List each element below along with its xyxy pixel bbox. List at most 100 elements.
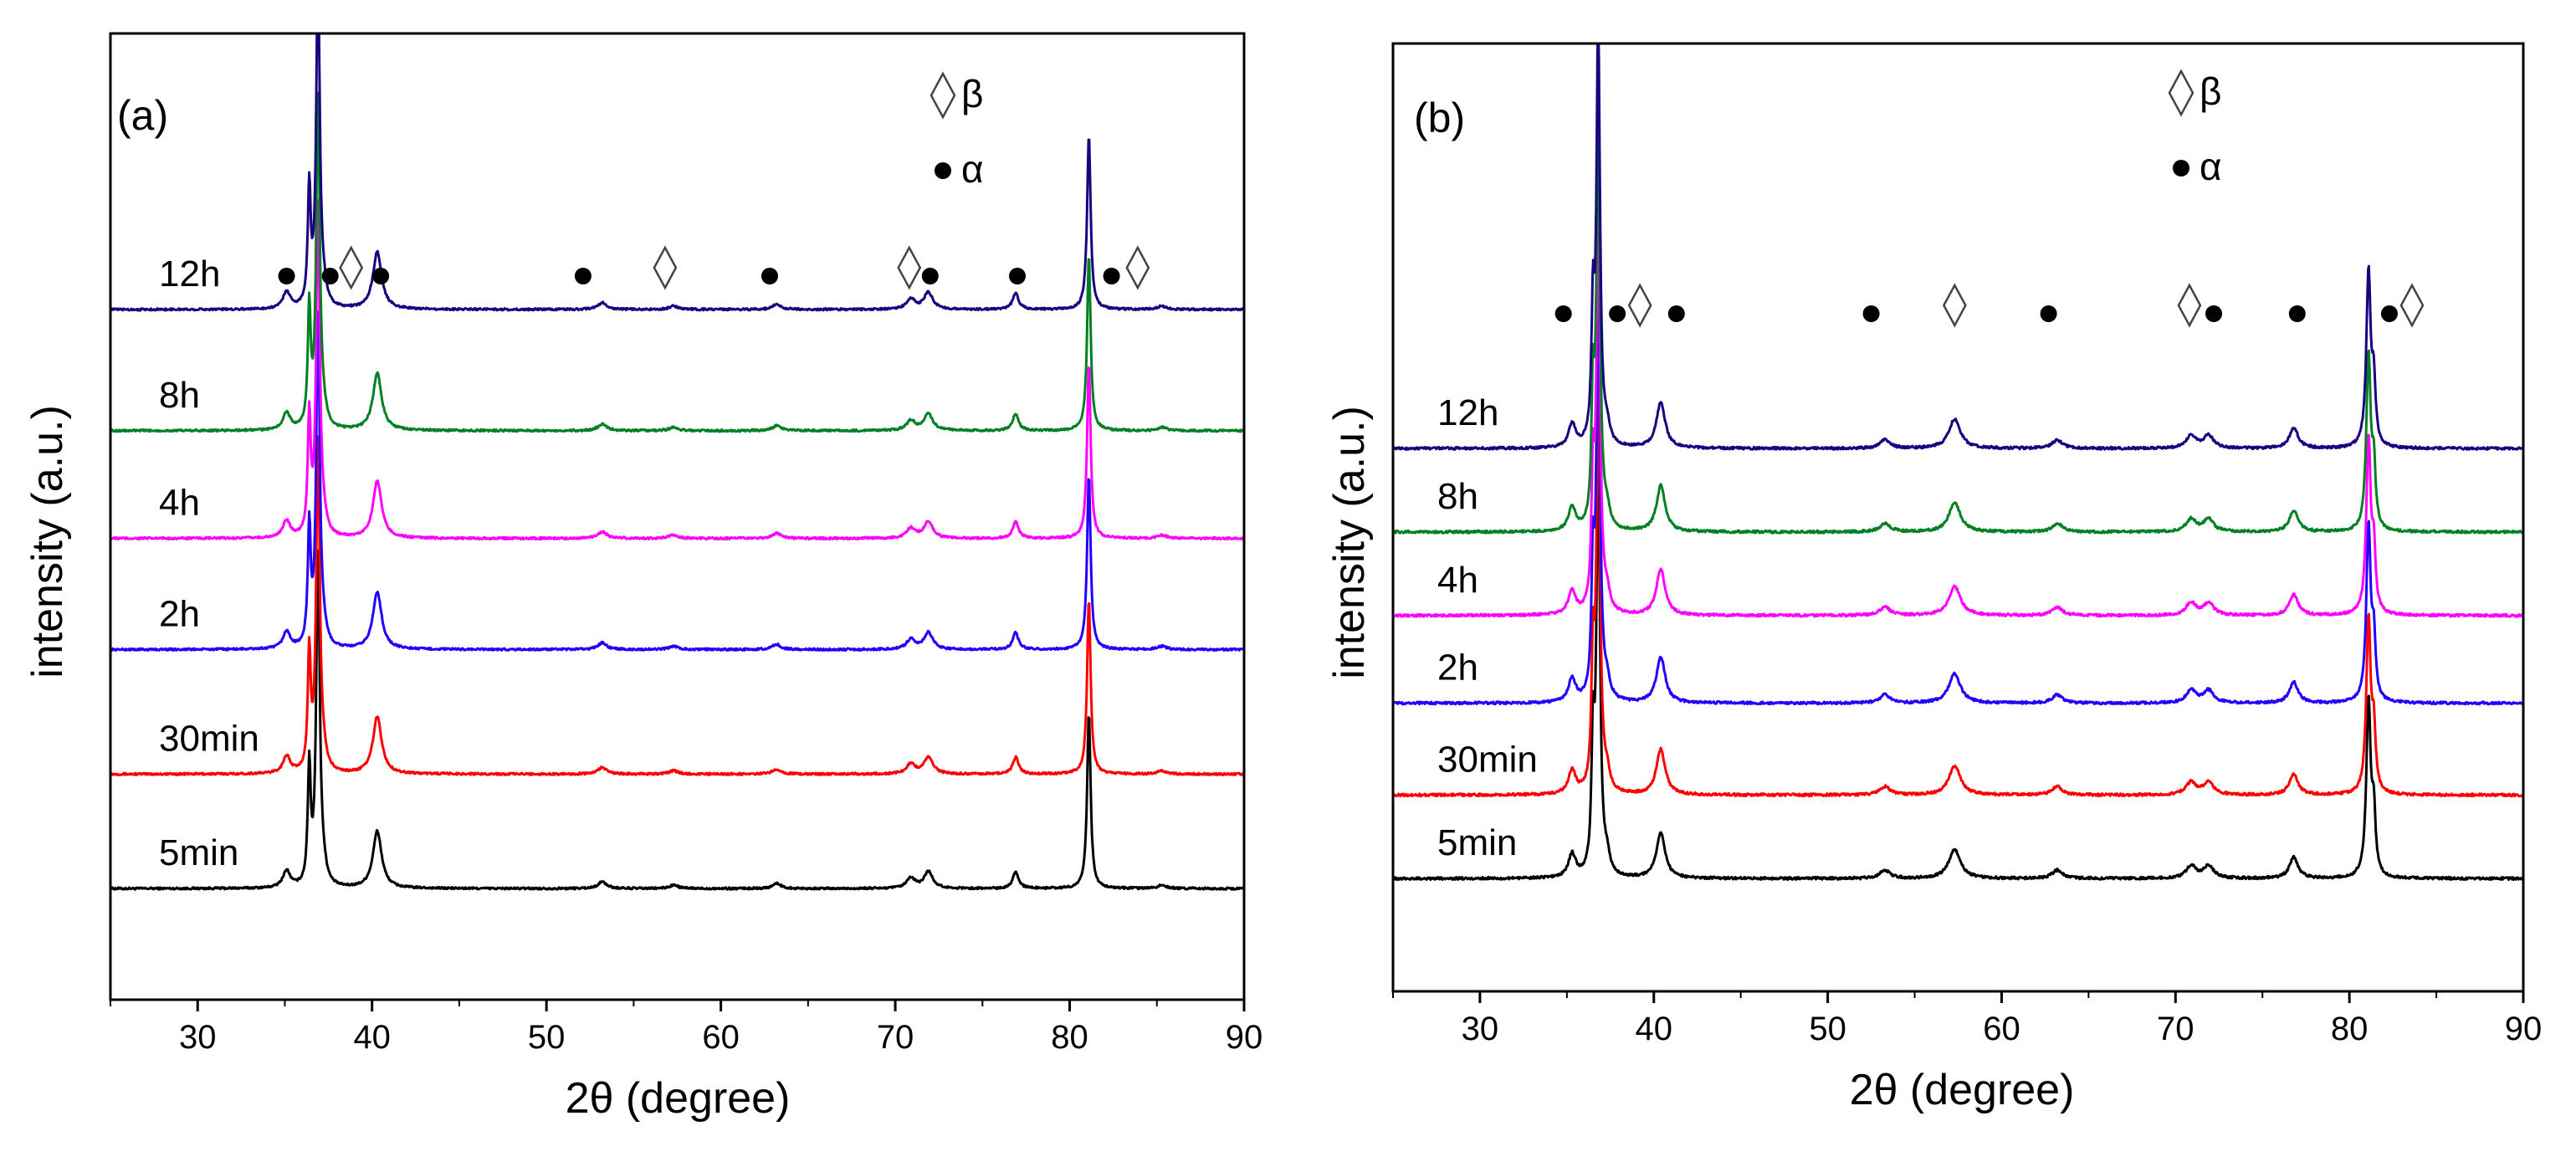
alpha-marker-dot — [2040, 305, 2057, 322]
legend-label-β: β — [2200, 69, 2221, 113]
legend-marker-beta — [2168, 69, 2194, 117]
series-label-30min: 30min — [1437, 739, 1538, 780]
series-line-4h — [110, 199, 1244, 541]
phase-marker-alpha-9: ● — [1009, 268, 1026, 284]
phase-marker-beta-2: ◊ — [1627, 283, 1652, 328]
phase-marker-alpha-3: ● — [372, 268, 390, 284]
plot-frame — [109, 32, 1246, 1001]
beta-marker-diamond — [1125, 245, 1150, 290]
phase-marker-beta-5: ◊ — [653, 245, 678, 290]
phase-marker-beta-11: ◊ — [1125, 245, 1150, 290]
x-tick-label-40: 40 — [1636, 1011, 1673, 1047]
panel-b: 5min 30min 2h 4h 8h 12h 30 40 50 60 70 80 90 2θ (degr… — [1325, 42, 2543, 1114]
alpha-marker-dot — [2380, 305, 2398, 322]
phase-marker-beta-2: ◊ — [339, 245, 364, 290]
x-tick-label-70: 70 — [877, 1019, 914, 1056]
series-label-2h: 2h — [1437, 648, 1478, 688]
phase-marker-alpha-4: ● — [574, 268, 592, 284]
alpha-marker-dot — [574, 268, 592, 284]
beta-marker-diamond — [2399, 283, 2425, 328]
x-axis-title: 2θ (degree) — [566, 1074, 791, 1123]
alpha-marker-dot — [1862, 305, 1880, 322]
beta-marker-diamond — [897, 245, 922, 290]
alpha-marker-dot — [1103, 268, 1120, 284]
series-line-2h — [110, 310, 1244, 653]
x-axis-title: 2θ (degree) — [1850, 1066, 2075, 1114]
plot-frame — [1391, 42, 2525, 993]
panel-a: 5min 30min 2h 4h 8h 12h 30 40 50 60 70 80 90 2θ (degr… — [23, 32, 1263, 1123]
series-label-12h: 12h — [159, 253, 220, 294]
legend-marker-alpha — [2173, 160, 2189, 177]
panel-label: (b) — [1414, 95, 1465, 141]
legend-label-α: α — [2200, 145, 2222, 188]
x-tick-label-50: 50 — [1809, 1011, 1846, 1047]
series-line-12h — [110, 33, 1244, 312]
y-axis-title: intensity (a.u.) — [23, 405, 72, 678]
phase-marker-alpha-8: ● — [2205, 305, 2223, 322]
x-tick-label-30: 30 — [1462, 1011, 1499, 1047]
beta-marker-diamond — [1627, 283, 1652, 328]
beta-marker-diamond — [2177, 283, 2202, 328]
phase-marker-alpha-3: ● — [1667, 305, 1685, 322]
phase-marker-beta-7: ◊ — [897, 245, 922, 290]
legend: ◊β ●α — [2168, 69, 2222, 188]
phase-marker-alpha-4: ● — [1862, 305, 1880, 322]
alpha-marker-dot — [1554, 305, 1572, 322]
series-label-8h: 8h — [159, 375, 200, 416]
alpha-marker-dot — [1009, 268, 1026, 284]
series-line-5min — [110, 549, 1244, 891]
beta-marker-diamond — [1942, 283, 1967, 328]
x-tick-label-90: 90 — [1226, 1019, 1263, 1056]
series-label-2h: 2h — [159, 593, 200, 634]
phase-marker-alpha-8: ● — [921, 268, 939, 284]
series-label-8h: 8h — [1437, 476, 1478, 517]
series-group — [1393, 44, 2523, 882]
series-line-12h — [1393, 44, 2523, 451]
beta-marker-diamond — [339, 245, 364, 290]
alpha-marker-dot — [321, 268, 339, 284]
series-line-8h — [110, 91, 1244, 433]
phase-marker-beta-7: ◊ — [2177, 283, 2202, 328]
x-tick-label-80: 80 — [1051, 1019, 1088, 1056]
series-label-4h: 4h — [159, 483, 200, 524]
series-label-30min: 30min — [159, 718, 259, 759]
legend-item-α: ●α — [935, 147, 984, 191]
legend-item-β: ◊β — [930, 71, 983, 120]
phase-marker-alpha-0: ● — [1554, 305, 1572, 322]
series-line-2h — [1393, 269, 2523, 706]
series-group — [110, 33, 1244, 891]
series-line-30min — [1393, 360, 2523, 798]
x-tick-label-30: 30 — [179, 1019, 217, 1056]
legend: ◊β ●α — [930, 71, 984, 191]
phase-marker-alpha-1: ● — [321, 268, 339, 284]
x-tick-label-40: 40 — [353, 1019, 391, 1056]
alpha-marker-dot — [1609, 305, 1626, 322]
alpha-marker-dot — [921, 268, 939, 284]
series-line-4h — [1393, 181, 2523, 618]
x-tick-label-70: 70 — [2157, 1011, 2194, 1047]
x-tick-label-60: 60 — [702, 1019, 740, 1056]
x-tick-label-90: 90 — [2505, 1011, 2543, 1047]
series-line-5min — [1393, 443, 2523, 882]
series-label-5min: 5min — [159, 832, 238, 873]
alpha-marker-dot — [278, 268, 295, 284]
phase-markers: ●●◊●●◊●◊●●●◊ — [1554, 283, 2425, 328]
alpha-marker-dot — [761, 268, 778, 284]
phase-marker-alpha-10: ● — [1103, 268, 1120, 284]
phase-marker-beta-5: ◊ — [1942, 283, 1967, 328]
alpha-marker-dot — [2205, 305, 2223, 322]
series-label-12h: 12h — [1437, 392, 1498, 433]
panel-label: (a) — [117, 92, 168, 139]
x-tick-label-50: 50 — [528, 1019, 566, 1056]
phase-marker-alpha-0: ● — [278, 268, 295, 284]
phase-marker-alpha-1: ● — [1609, 305, 1626, 322]
legend-label-β: β — [961, 72, 983, 115]
series-line-8h — [1393, 98, 2523, 535]
series-label-4h: 4h — [1437, 560, 1478, 601]
legend-marker-alpha — [935, 162, 951, 179]
x-tick-label-60: 60 — [1983, 1011, 2020, 1047]
legend-marker-beta — [930, 71, 956, 120]
alpha-marker-dot — [1667, 305, 1685, 322]
legend-label-α: α — [961, 147, 984, 191]
